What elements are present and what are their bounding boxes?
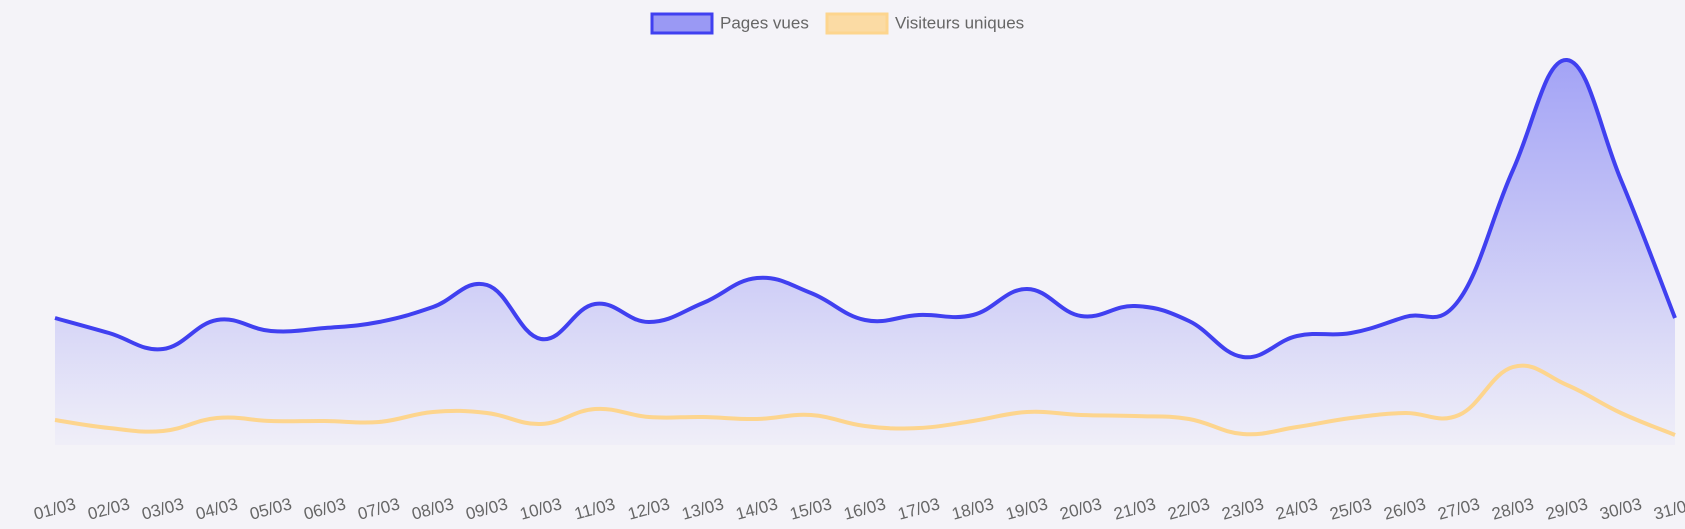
area <box>55 59 1675 445</box>
legend-swatch <box>650 12 714 35</box>
x-tick-label: 26/03 <box>1382 494 1428 523</box>
x-tick-label: 22/03 <box>1166 494 1212 523</box>
legend-label: Visiteurs uniques <box>895 13 1024 32</box>
x-tick-label: 12/03 <box>626 494 672 523</box>
x-tick-label: 06/03 <box>302 494 348 523</box>
x-tick-label: 04/03 <box>194 494 240 523</box>
x-tick-label: 25/03 <box>1328 494 1374 523</box>
x-tick-label: 14/03 <box>734 494 780 523</box>
x-tick-label: 09/03 <box>464 494 510 523</box>
x-tick-label: 11/03 <box>572 495 617 524</box>
x-tick-label: 08/03 <box>410 494 456 523</box>
x-tick-label: 31/03 <box>1652 494 1685 523</box>
x-tick-label: 23/03 <box>1220 494 1266 523</box>
x-tick-label: 10/03 <box>518 494 564 523</box>
x-tick-label: 21/03 <box>1112 494 1158 523</box>
x-tick-label: 17/03 <box>896 494 942 523</box>
x-tick-label: 01/03 <box>32 494 78 523</box>
x-tick-label: 28/03 <box>1490 494 1536 523</box>
legend-swatch <box>825 12 889 35</box>
x-tick-label: 24/03 <box>1274 494 1320 523</box>
x-tick-label: 13/03 <box>680 494 726 523</box>
x-tick-label: 03/03 <box>140 494 186 523</box>
legend-label: Pages vues <box>720 13 809 32</box>
x-tick-label: 18/03 <box>950 494 996 523</box>
line <box>54 363 1676 437</box>
x-tick-label: 19/03 <box>1004 494 1050 523</box>
x-tick-label: 15/03 <box>788 494 834 523</box>
x-tick-label: 02/03 <box>86 494 132 523</box>
line <box>54 58 1677 360</box>
x-tick-label: 29/03 <box>1544 494 1590 523</box>
x-tick-label: 05/03 <box>248 494 294 523</box>
x-tick-label: 27/03 <box>1436 494 1482 523</box>
x-tick-label: 16/03 <box>842 494 888 523</box>
x-tick-label: 30/03 <box>1598 494 1644 523</box>
x-tick-label: 20/03 <box>1058 494 1104 523</box>
x-tick-label: 07/03 <box>356 494 402 523</box>
